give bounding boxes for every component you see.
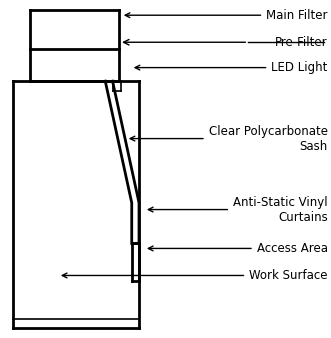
Text: Main Filter: Main Filter — [125, 9, 328, 22]
Text: LED Light: LED Light — [135, 61, 328, 74]
Text: Clear Polycarbonate
Sash: Clear Polycarbonate Sash — [130, 125, 328, 152]
Text: Pre-Filter: Pre-Filter — [275, 36, 328, 49]
Text: Access Area: Access Area — [148, 242, 328, 255]
Text: Anti-Static Vinyl
Curtains: Anti-Static Vinyl Curtains — [148, 196, 328, 223]
Text: Work Surface: Work Surface — [62, 269, 328, 282]
